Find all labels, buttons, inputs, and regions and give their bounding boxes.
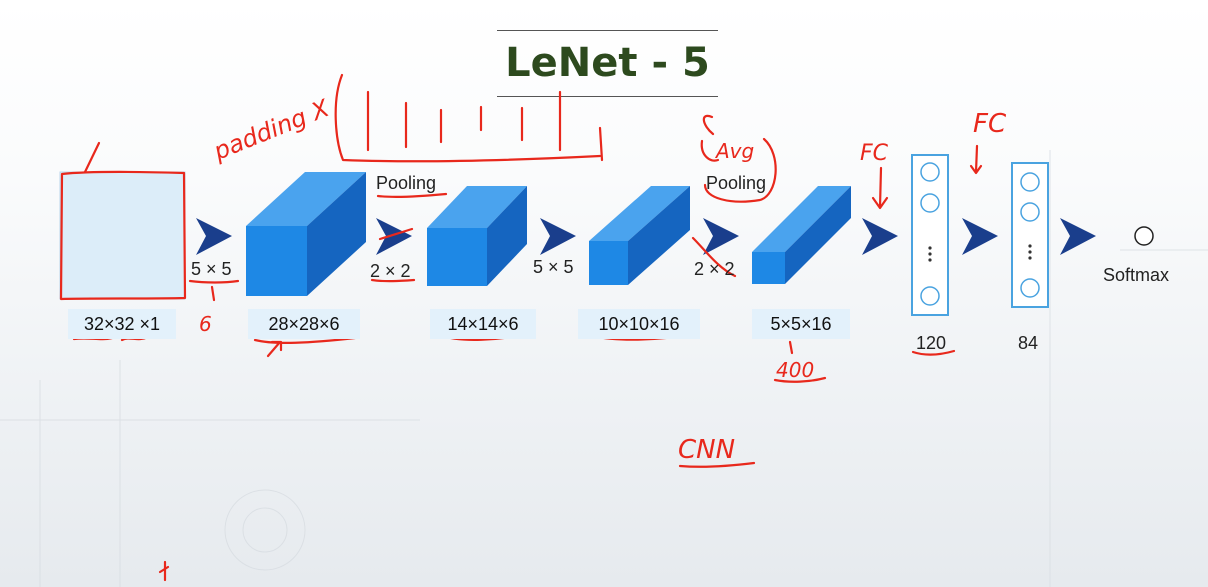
arrow-7 (1060, 218, 1096, 255)
arrow-1 (196, 218, 232, 255)
conv1-kernel-label: 5 × 5 (191, 259, 232, 279)
input-dim-label: 32×32 ×1 (68, 309, 176, 339)
conv1-dim-label: 28×28×6 (248, 309, 360, 339)
six-annotation: 6 (199, 312, 212, 336)
padding-annotation: padding X (209, 94, 334, 166)
input-image (59, 171, 186, 300)
fc-annotation-left: FC (860, 141, 889, 166)
pool1-dim-label: 14×14×6 (430, 309, 536, 339)
pool1-label: Pooling (376, 173, 437, 193)
pool1-block (427, 186, 527, 286)
neuron-icon (1020, 278, 1040, 298)
neuron-icon (920, 193, 940, 213)
fc1-layer (911, 154, 949, 316)
pool1-size-label: 2 × 2 (370, 261, 411, 281)
neuron-icon (920, 286, 940, 306)
cnn-annotation: CNN (678, 435, 735, 465)
arrow-6 (962, 218, 998, 255)
arrow-2 (376, 218, 412, 255)
conv1-block (246, 172, 366, 296)
neuron-icon (1020, 172, 1040, 192)
fc2-layer (1011, 162, 1049, 308)
conv2-kernel-label: 5 × 5 (533, 257, 574, 277)
arrow-5 (862, 218, 898, 255)
conv2-dim-label: 10×10×16 (578, 309, 700, 339)
conv2-block (589, 186, 690, 285)
pool2-label: Pooling (706, 173, 767, 193)
pool2-block (752, 186, 851, 284)
fc2-size-label: 84 (1018, 333, 1039, 353)
neuron-icon (1020, 202, 1040, 222)
pool2-size-label: 2 × 2 (694, 259, 735, 279)
fc-annotation-right: FC (973, 109, 1007, 139)
softmax-label: Softmax (1103, 265, 1170, 285)
ink-annotations (59, 73, 983, 582)
title-box: LeNet - 5 (497, 30, 718, 97)
neuron-icon (920, 162, 940, 182)
softmax-node-icon (1134, 226, 1154, 246)
avg-annotation: Avg (714, 139, 754, 163)
arrow-4 (703, 218, 739, 255)
pool2-dim-label: 5×5×16 (752, 309, 850, 339)
page-title: LeNet - 5 (505, 40, 710, 86)
arrow-3 (540, 218, 576, 255)
fc1-size-label: 120 (916, 333, 947, 353)
four-hundred-annotation: 400 (776, 358, 814, 382)
